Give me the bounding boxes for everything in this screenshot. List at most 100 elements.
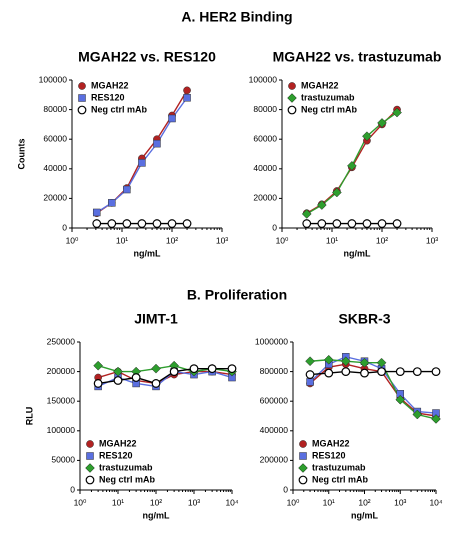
marker xyxy=(137,219,147,228)
marker xyxy=(92,219,102,228)
marker xyxy=(153,139,161,148)
marker xyxy=(359,357,370,368)
marker xyxy=(323,354,334,365)
legend-marker xyxy=(299,440,307,448)
marker xyxy=(377,118,387,128)
marker xyxy=(392,219,402,228)
marker xyxy=(305,356,315,367)
legend-label: Neg ctrl mAb xyxy=(301,104,358,114)
marker xyxy=(122,219,132,228)
x-tick-label: 10⁰ xyxy=(276,235,289,245)
x-tick-label: 10² xyxy=(150,497,162,507)
marker xyxy=(168,114,176,123)
y-tick-label: 0 xyxy=(283,484,288,494)
y-tick-label: 20000 xyxy=(43,193,67,203)
marker xyxy=(362,131,372,142)
legend-marker xyxy=(287,93,297,103)
marker xyxy=(182,219,192,228)
legend-label: Neg ctrl mAb xyxy=(312,474,369,484)
legend-marker xyxy=(298,475,308,485)
x-axis-label: ng/mL xyxy=(351,510,378,520)
marker xyxy=(123,185,131,194)
marker xyxy=(317,219,327,228)
legend-marker xyxy=(86,452,94,460)
legend-label: MGAH22 xyxy=(99,438,137,448)
marker xyxy=(301,209,312,219)
marker xyxy=(412,409,423,420)
legend-marker xyxy=(288,82,296,90)
marker xyxy=(395,367,405,377)
legend-label: trastuzumab xyxy=(301,92,355,102)
marker xyxy=(332,219,342,228)
chart-title: SKBR-3 xyxy=(338,311,390,327)
x-tick-label: 10² xyxy=(166,235,178,245)
marker xyxy=(107,219,117,228)
x-tick-label: 10⁰ xyxy=(287,497,300,507)
legend-marker xyxy=(78,94,86,102)
marker xyxy=(207,364,217,374)
legend-marker xyxy=(299,452,307,460)
marker xyxy=(131,373,141,382)
marker xyxy=(227,364,237,374)
x-tick-label: 10² xyxy=(376,235,388,245)
legend-label: MGAH22 xyxy=(301,80,339,90)
y-tick-label: 200000 xyxy=(260,455,289,465)
marker xyxy=(362,219,372,228)
marker xyxy=(152,219,162,228)
section-title: A. HER2 Binding xyxy=(181,9,292,25)
marker xyxy=(151,363,161,374)
x-tick-label: 10¹ xyxy=(116,235,128,245)
legend-marker xyxy=(86,440,94,448)
y-tick-label: 0 xyxy=(70,484,75,494)
chart-title: MGAH22 vs. trastuzumab xyxy=(273,49,442,65)
marker xyxy=(169,367,179,377)
marker xyxy=(93,360,103,371)
y-tick-label: 800000 xyxy=(260,366,289,376)
y-tick-label: 40000 xyxy=(43,163,67,173)
legend-label: RES120 xyxy=(99,450,133,460)
y-tick-label: 600000 xyxy=(260,395,289,405)
y-tick-label: 250000 xyxy=(47,336,76,346)
marker xyxy=(108,199,116,207)
legend-marker xyxy=(298,463,308,473)
marker xyxy=(93,379,103,388)
x-tick-label: 10³ xyxy=(394,497,406,507)
x-axis-label: ng/mL xyxy=(344,248,371,258)
legend-marker xyxy=(78,82,86,90)
legend-marker xyxy=(85,475,95,485)
y-tick-label: 0 xyxy=(62,222,67,232)
x-tick-label: 10⁰ xyxy=(66,235,79,245)
y-axis-label: RLU xyxy=(24,407,34,426)
y-tick-label: 20000 xyxy=(253,193,277,203)
x-tick-label: 10² xyxy=(358,497,370,507)
x-tick-label: 10⁴ xyxy=(429,497,442,507)
legend-label: MGAH22 xyxy=(312,438,350,448)
x-tick-label: 10³ xyxy=(188,497,200,507)
y-tick-label: 1000000 xyxy=(255,336,288,346)
marker xyxy=(305,370,315,379)
x-tick-label: 10³ xyxy=(426,235,438,245)
marker xyxy=(395,394,406,405)
x-tick-label: 10³ xyxy=(216,235,228,245)
y-tick-label: 60000 xyxy=(253,133,277,143)
legend-label: trastuzumab xyxy=(99,462,153,472)
marker xyxy=(431,367,441,377)
y-tick-label: 80000 xyxy=(253,104,277,114)
marker xyxy=(377,367,386,377)
marker xyxy=(347,160,357,171)
y-tick-label: 50000 xyxy=(51,455,75,465)
legend-label: Neg ctrl mAb xyxy=(99,474,156,484)
y-tick-label: 200000 xyxy=(47,366,76,376)
y-tick-label: 60000 xyxy=(43,133,67,143)
marker xyxy=(341,367,351,377)
marker xyxy=(183,94,191,102)
marker xyxy=(392,107,402,118)
marker xyxy=(189,364,199,374)
y-tick-label: 80000 xyxy=(43,104,67,114)
marker xyxy=(347,219,357,228)
y-tick-label: 100000 xyxy=(39,74,68,84)
legend-label: RES120 xyxy=(91,92,125,102)
marker xyxy=(412,367,422,377)
marker xyxy=(151,379,161,388)
